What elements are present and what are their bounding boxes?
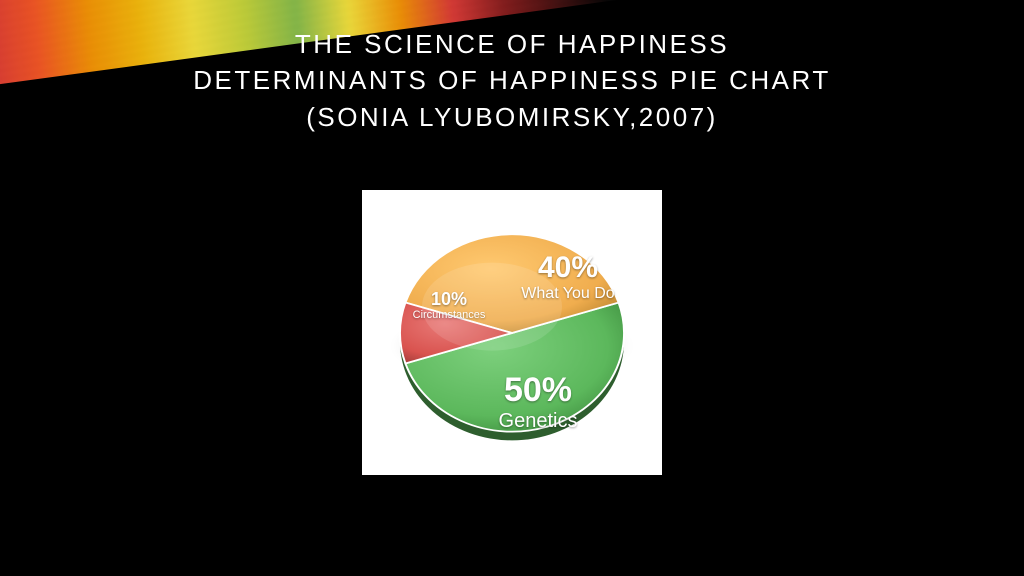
title-line-1: THE SCIENCE OF HAPPINESS [0, 26, 1024, 62]
pie-svg [392, 213, 632, 453]
pie-chart: 40% What You Do 10% Circumstances 50% Ge… [382, 203, 642, 463]
title-line-2: DETERMINANTS OF HAPPINESS PIE CHART [0, 62, 1024, 98]
slide-title: THE SCIENCE OF HAPPINESS DETERMINANTS OF… [0, 26, 1024, 135]
pie-chart-card: 40% What You Do 10% Circumstances 50% Ge… [362, 190, 662, 475]
title-line-3: (SONIA LYUBOMIRSKY,2007) [0, 99, 1024, 135]
